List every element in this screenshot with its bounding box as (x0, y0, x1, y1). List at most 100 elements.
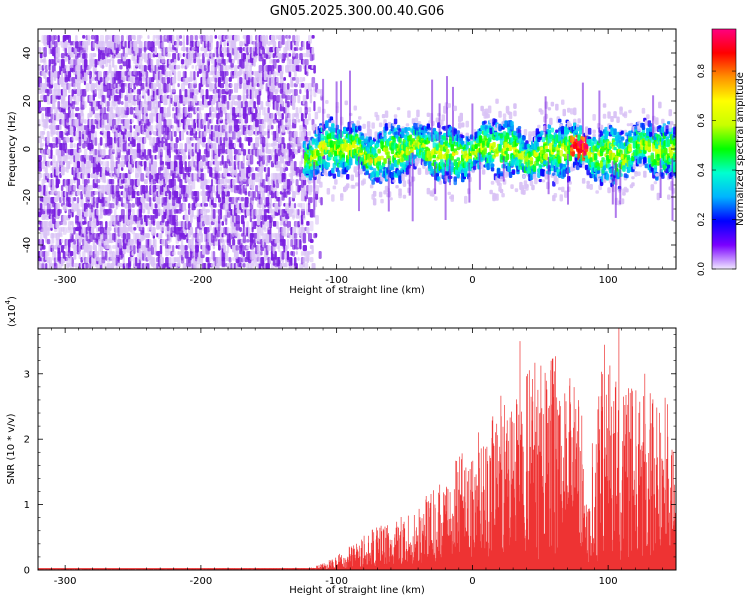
spectrogram-cell (214, 125, 219, 132)
spectrogram-cell (205, 89, 209, 100)
spectrogram-cell (120, 101, 124, 105)
spectrogram-cell (195, 65, 198, 71)
spectrogram-tail (387, 158, 390, 212)
spectrogram-cell (100, 269, 104, 277)
spectrogram-cell (191, 65, 195, 69)
spectrogram-cell (234, 269, 237, 274)
spectrogram-cell (50, 191, 55, 195)
spectrogram-cell (71, 47, 74, 53)
spectrogram-cell (41, 263, 45, 269)
spectrogram-cell (426, 112, 431, 117)
spectrogram-cell (304, 153, 308, 161)
spectrogram-cell (95, 269, 98, 279)
spectrogram-cell (85, 209, 89, 217)
spectrogram-cell (302, 215, 306, 221)
spectrogram-cell (73, 59, 78, 67)
spectrogram-cell (207, 215, 212, 221)
spectrogram-cell (252, 269, 255, 274)
spectrogram-cell (71, 191, 75, 196)
spectrogram-cell (176, 269, 178, 274)
spectrogram-cell (292, 95, 297, 103)
spectrogram-cell (101, 41, 105, 51)
spectrogram-cell (244, 191, 248, 196)
spectrogram-cell (202, 155, 206, 162)
spectrogram-cell (242, 251, 246, 257)
spectrogram-cell (85, 35, 88, 41)
spectrogram-cell (150, 203, 154, 211)
spectrogram-cells (38, 35, 676, 279)
spectrogram-cell (230, 89, 233, 94)
spectrogram-cell (68, 35, 71, 43)
spectrogram-cell (115, 161, 118, 169)
spectrogram-cell (133, 35, 136, 41)
spectrogram-cell (223, 269, 227, 273)
spectrogram-cell (82, 35, 86, 39)
spectrogram-cell (223, 41, 226, 47)
spectrogram-cell (295, 107, 299, 117)
spectrogram-cell (389, 197, 393, 201)
spectrogram-cell (46, 131, 50, 142)
spectrogram-cell (154, 161, 158, 168)
spectrogram-cell (292, 191, 296, 199)
spectrogram-cell (133, 227, 137, 231)
spectrogram-cell (182, 35, 185, 45)
spectrogram-cell (161, 257, 164, 265)
spectrogram-cell (75, 107, 80, 112)
spectrogram-cell (232, 179, 236, 186)
spectrogram-cell (278, 245, 281, 253)
spectrogram-cell (246, 245, 249, 250)
spectrogram-cell (75, 41, 79, 49)
spectrogram-cell (82, 89, 87, 97)
spectrogram-cell (117, 167, 120, 178)
spectrogram-cell (288, 35, 291, 39)
spectrogram-cell (310, 147, 314, 151)
spectrogram-cell (316, 150, 320, 156)
spectrogram-cell (99, 77, 103, 83)
spectrogram-cell (170, 269, 173, 274)
spectrogram-cell (138, 95, 142, 100)
spectrogram-cell (297, 65, 302, 72)
spectrogram-cell (87, 179, 90, 184)
spectrogram-cell (337, 170, 341, 177)
spectrogram-cell (39, 53, 43, 59)
spectrogram-cell (108, 59, 112, 67)
spectrogram-cell (78, 137, 82, 147)
spectrogram-cell (188, 269, 190, 275)
spectrogram-cell (73, 239, 77, 245)
spectrogram-cell (122, 215, 125, 224)
spectrogram-cell (295, 77, 299, 85)
spectrogram-cell (119, 269, 122, 279)
spectrogram-tail (335, 81, 338, 138)
spectrogram-cell (219, 209, 223, 220)
spectrogram-cell (177, 71, 182, 82)
spectrogram-cell (106, 71, 110, 80)
spectrogram-cell (372, 190, 377, 197)
spectrogram-cell (48, 71, 51, 78)
spectrogram-cell (369, 184, 374, 189)
spectrogram-cell (311, 47, 315, 55)
spectrogram-cell (325, 100, 329, 104)
spectrogram-cell (299, 107, 303, 114)
spectrogram-cell (320, 149, 325, 157)
spectrogram-cell (38, 47, 42, 53)
spectrogram-cell (154, 167, 157, 174)
spectrogram-cell (119, 65, 123, 70)
spectrogram-cell (68, 203, 72, 208)
spectrogram-cell (331, 167, 335, 174)
spectrogram-cell (325, 120, 329, 128)
spectrogram-cell (219, 83, 225, 89)
spectrogram-cell (326, 188, 331, 195)
spectrogram-cell (38, 269, 42, 279)
spectrogram-cell (193, 71, 196, 81)
spectrogram-cell (251, 173, 256, 180)
spectrogram-cell (101, 119, 106, 129)
spectrogram-cell (218, 197, 221, 203)
spectrogram-cell (128, 203, 132, 213)
spectrogram-cell (283, 269, 287, 274)
spectrogram-cell (90, 203, 94, 213)
spectrogram-cell (375, 114, 380, 121)
spectrogram-cell (143, 137, 147, 144)
spectrogram-cell (293, 71, 297, 77)
spectrogram-cell (309, 185, 313, 193)
spectrogram-cell (124, 179, 129, 189)
